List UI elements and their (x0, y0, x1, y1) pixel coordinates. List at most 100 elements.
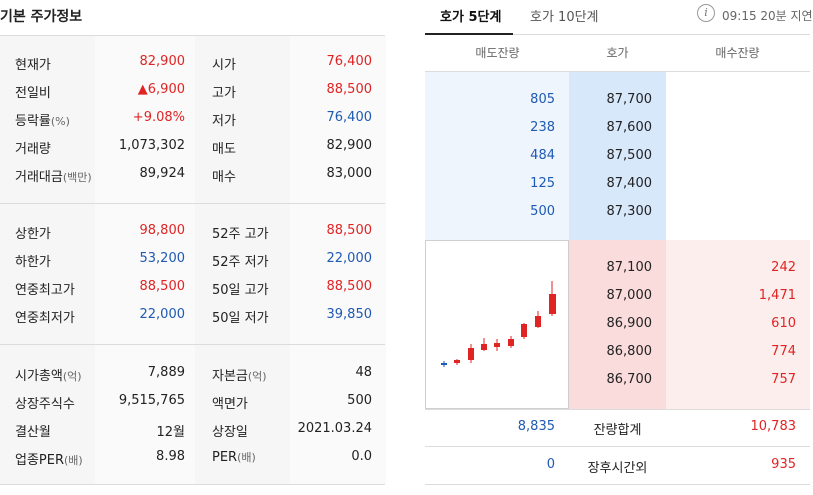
info-label: 매수 (212, 170, 236, 185)
basic-info-title: 기본 주가정보 (0, 9, 83, 25)
info-value: 53,200 (139, 251, 186, 266)
info-label: 시가 (212, 58, 236, 73)
sell-quantity: 500 (530, 204, 555, 219)
sell-price[interactable]: 87,700 (606, 92, 653, 107)
sell-quantity: 238 (530, 120, 555, 135)
candle (535, 316, 541, 327)
summary-buy-value: 10,783 (750, 419, 797, 434)
divider (425, 409, 810, 410)
info-label: 연중최저가 (15, 311, 75, 326)
info-value: 88,500 (326, 223, 373, 238)
info-label: 거래량 (15, 142, 51, 157)
info-value: 76,400 (326, 110, 373, 125)
info-label: 50일 고가 (212, 283, 269, 298)
info-label: 50일 저가 (212, 311, 269, 326)
info-label: 전일비 (15, 86, 51, 101)
divider (0, 344, 385, 345)
info-label: 현재가 (15, 58, 51, 73)
candle (454, 360, 460, 363)
sell-zone-bg (425, 72, 569, 240)
info-label: 자본금(억) (212, 369, 267, 384)
divider (425, 446, 810, 447)
info-label: 상한가 (15, 227, 51, 242)
info-value: 76,400 (326, 54, 373, 69)
info-icon[interactable]: i (697, 4, 715, 22)
candle (494, 343, 500, 347)
info-value: 88,500 (326, 279, 373, 294)
info-value: 88,500 (139, 279, 186, 294)
info-value: 82,900 (326, 138, 373, 153)
buy-price[interactable]: 86,900 (606, 316, 653, 331)
candle (508, 339, 514, 346)
info-label: 액면가 (212, 397, 248, 412)
buy-quantity: 242 (771, 260, 796, 275)
info-value: 9,515,765 (118, 393, 185, 408)
label-column-bg (200, 36, 290, 484)
info-value: 2021.03.24 (297, 421, 372, 436)
sell-price[interactable]: 87,600 (606, 120, 653, 135)
divider (425, 71, 810, 72)
header-buy-qty: 매수잔량 (715, 46, 760, 60)
info-value: 82,900 (139, 54, 186, 69)
info-value: 88,500 (326, 82, 373, 97)
info-label: 상장일 (212, 425, 248, 440)
divider (0, 35, 385, 36)
info-label: 저가 (212, 114, 236, 129)
sell-price[interactable]: 87,300 (606, 204, 653, 219)
info-label: 52주 저가 (212, 255, 269, 270)
header-price: 호가 (606, 46, 629, 60)
info-label: 하한가 (15, 255, 51, 270)
info-value: 0.0 (351, 449, 372, 464)
summary-label: 장후시간외 (587, 461, 648, 476)
info-value: 500 (347, 393, 372, 408)
info-label: 상장주식수 (15, 397, 75, 412)
mini-candle-chart-svg (441, 281, 556, 367)
buy-quantity: 757 (771, 372, 796, 387)
buy-price[interactable]: 87,000 (606, 288, 653, 303)
info-value: 22,000 (326, 251, 373, 266)
info-value: 1,073,302 (118, 138, 185, 153)
buy-quantity: 774 (771, 344, 796, 359)
candle (441, 363, 447, 365)
summary-sell-value: 8,835 (517, 419, 555, 434)
header-sell-qty: 매도잔량 (475, 46, 520, 60)
sell-price-zone-bg (569, 72, 666, 240)
info-label: 고가 (212, 86, 236, 101)
candle (481, 344, 487, 350)
info-label: 등락률(%) (15, 114, 70, 129)
info-value: 12월 (156, 425, 185, 440)
candle (468, 348, 474, 360)
info-label: 결산월 (15, 425, 51, 440)
info-label: 업종PER(배) (15, 453, 83, 468)
buy-price[interactable]: 87,100 (606, 260, 653, 275)
divider (0, 203, 385, 204)
value-column-bg (95, 36, 195, 484)
candle (549, 294, 556, 314)
buy-price[interactable]: 86,700 (606, 372, 653, 387)
sell-quantity: 805 (530, 92, 555, 107)
sell-price[interactable]: 87,400 (606, 176, 653, 191)
active-tab-indicator (425, 33, 513, 35)
divider (425, 484, 810, 485)
sell-quantity: 484 (530, 148, 555, 163)
buy-price[interactable]: 86,800 (606, 344, 653, 359)
info-label: 매도 (212, 142, 236, 157)
info-label: 시가총액(억) (15, 369, 82, 384)
info-value: 89,924 (139, 166, 186, 181)
info-label: 52주 고가 (212, 227, 269, 242)
summary-buy-value: 935 (771, 457, 796, 472)
info-value: 48 (355, 365, 372, 380)
info-value: ▲6,900 (137, 82, 185, 97)
info-value: 22,000 (139, 307, 186, 322)
buy-quantity: 610 (771, 316, 796, 331)
mini-chart (425, 240, 569, 409)
info-value: 39,850 (326, 307, 373, 322)
candle (521, 324, 527, 337)
value-column-bg (290, 36, 386, 484)
tab-10-levels[interactable]: 호가 10단계 (530, 10, 599, 25)
tab-5-levels[interactable]: 호가 5단계 (440, 10, 502, 25)
buy-quantity: 1,471 (758, 288, 796, 303)
info-label: 거래대금(백만) (15, 170, 92, 185)
sell-price[interactable]: 87,500 (606, 148, 653, 163)
summary-sell-value: 0 (546, 457, 555, 472)
